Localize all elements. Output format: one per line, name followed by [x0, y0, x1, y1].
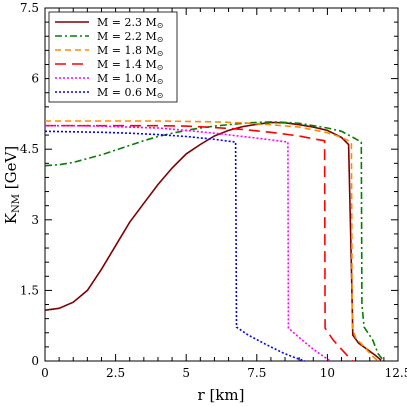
x-tick-label: 0	[41, 366, 49, 380]
x-tick-label: 5	[182, 366, 190, 380]
sun-symbol: ⊙	[157, 63, 164, 72]
y-tick-label: 3	[31, 213, 39, 227]
x-tick-label: 2.5	[106, 366, 125, 380]
sun-symbol: ⊙	[157, 49, 164, 58]
x-tick-label: 10	[320, 366, 335, 380]
x-tick-label: 7.5	[247, 366, 266, 380]
legend-label: M = 1.0 M⊙	[97, 72, 163, 86]
legend-label: M = 2.2 M⊙	[97, 30, 163, 44]
y-axis-label-main: K	[2, 212, 20, 224]
series-line-3	[45, 124, 354, 362]
y-tick-label: 4.5	[20, 142, 39, 156]
legend-label: M = 0.6 M⊙	[97, 86, 163, 100]
sun-symbol: ⊙	[157, 21, 164, 30]
y-axis-label-sub: NM	[11, 194, 22, 213]
legend-label: M = 1.8 M⊙	[97, 44, 163, 58]
y-tick-label: 7.5	[20, 1, 39, 15]
series-line-4	[45, 124, 331, 362]
y-axis-label: KNM [GeV]	[2, 146, 22, 224]
series-lines	[44, 120, 385, 362]
y-tick-label: 6	[31, 72, 39, 86]
series-line-5	[44, 130, 306, 362]
y-tick-label: 0	[31, 354, 39, 368]
legend: M = 2.3 M⊙M = 2.2 M⊙M = 1.8 M⊙M = 1.4 M⊙…	[48, 11, 178, 103]
legend-label: M = 1.4 M⊙	[97, 58, 163, 72]
series-line-2	[45, 120, 379, 362]
x-tick-label: 12.5	[385, 366, 407, 380]
legend-label: M = 2.3 M⊙	[97, 16, 163, 30]
ticks: 0 2.5 5 7.5 10 12.5 0 1.5 3 4.5 6 7.5	[20, 1, 407, 380]
y-axis-label-unit: [GeV]	[2, 146, 20, 194]
sun-symbol: ⊙	[157, 91, 164, 100]
legend-box	[48, 11, 178, 103]
series-line-1	[44, 121, 385, 362]
x-axis-label: r [km]	[198, 386, 245, 404]
sun-symbol: ⊙	[157, 77, 164, 86]
y-tick-label: 1.5	[20, 283, 39, 297]
sun-symbol: ⊙	[157, 35, 164, 44]
plot-frame	[44, 7, 399, 362]
series-line-0	[44, 121, 382, 361]
